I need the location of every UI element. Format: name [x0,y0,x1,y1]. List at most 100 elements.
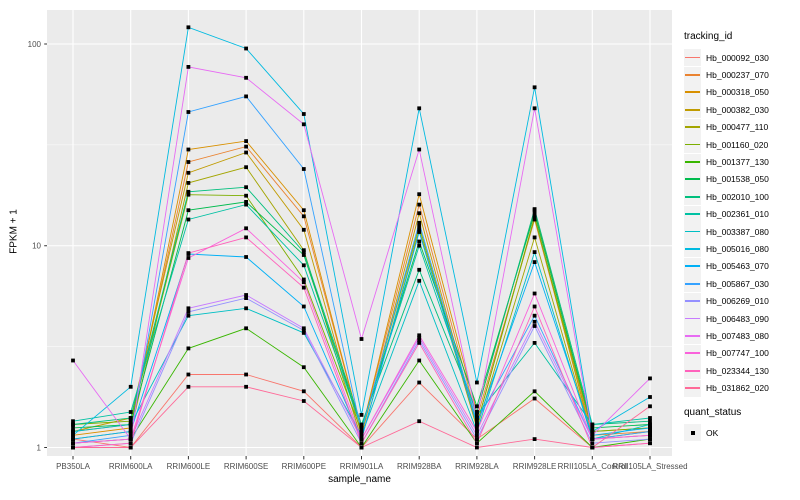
legend-key-box [684,101,701,119]
data-point-marker [301,122,306,127]
data-point-marker [244,165,248,170]
legend-key-line-icon [685,230,700,233]
legend-entry-label: Hb_007747_100 [706,348,769,359]
data-point-marker [186,25,191,30]
data-point-marker [417,341,422,345]
legend-entry: Hb_000092_030 [684,49,799,67]
data-point-marker [128,410,133,414]
legend-entry-label: Hb_006483_090 [706,313,769,324]
data-point-marker [301,365,306,370]
data-point-marker [244,139,248,143]
data-point-marker [71,433,75,438]
data-point-marker [590,437,595,441]
data-point-marker [475,416,479,420]
data-point-marker [244,326,248,331]
legend-panel: tracking_id Hb_000092_030 Hb_000237_070 Hb… [684,31,799,441]
legend-key-box [684,292,701,310]
legend-entry: Hb_023344_130 [684,362,799,380]
legend-key-line-icon [685,91,700,94]
data-point-marker [128,422,133,427]
data-point-marker [71,437,75,441]
legend-entry: Hb_002361_010 [684,205,799,223]
legend-key-box [684,188,701,206]
data-point-marker [648,395,652,399]
data-point-marker [301,277,306,282]
legend-entry-label: Hb_005867_030 [706,278,769,289]
data-point-marker [128,429,133,434]
data-point-marker [186,192,191,197]
data-point-marker [301,167,306,171]
data-point-marker [590,441,595,446]
data-point-marker [359,422,364,427]
legend-entry-label: Hb_001377_130 [706,157,769,168]
data-point-marker [301,389,306,394]
data-point-marker [532,313,537,318]
data-point-marker [244,235,248,240]
legend-key-line-icon [685,265,700,268]
data-point-marker [186,310,191,314]
data-point-marker [186,170,191,175]
data-point-marker [128,426,133,430]
data-point-marker [417,202,422,207]
data-point-marker [359,337,364,341]
data-point-marker [244,255,248,259]
data-points [71,25,652,450]
x-tick-label: RRIM901LA [340,462,384,471]
legend-key-box [684,257,701,275]
data-point-marker [532,291,537,296]
legend-entry-label: Hb_000237_070 [706,70,769,81]
x-tick-label: RRIM600PE [282,462,326,471]
legend-entry-label: Hb_000382_030 [706,104,769,115]
data-point-marker [359,429,364,434]
data-point-marker [532,235,537,240]
data-point-marker [417,224,422,229]
x-tick-label: RRII105LA_Stressed [612,462,687,471]
data-point-marker [244,144,248,149]
data-point-marker [648,404,652,409]
data-point-marker [648,419,652,424]
x-tick-label: RRIM928LE [513,462,557,471]
data-point-marker [301,326,306,331]
data-point-marker [590,422,595,427]
data-point-marker [244,193,248,198]
y-tick-label: 100 [28,40,42,49]
data-point-marker [186,372,191,377]
data-point-marker [71,422,75,427]
legend-entry: Hb_001377_130 [684,153,799,171]
data-point-marker [532,106,537,111]
legend-entry-label: Hb_000318_050 [706,87,769,98]
legend-entry: Hb_005463_070 [684,257,799,275]
data-point-marker [648,426,652,430]
data-point-marker [186,384,191,389]
legend-key-box [684,223,701,241]
x-tick-label: RRII105LA_Control [558,462,628,471]
data-point-marker [417,192,422,197]
data-point-marker [532,341,537,345]
data-point-marker [359,441,364,446]
legend-entry-label: Hb_000092_030 [706,52,769,63]
data-point-marker [301,227,306,232]
data-point-marker [417,333,422,338]
legend-key-line-icon [685,195,700,198]
y-tick-label: 10 [32,242,41,251]
data-point-marker [417,338,422,343]
data-point-marker [301,208,306,213]
data-point-marker [417,358,422,363]
data-point-marker [128,441,133,446]
data-point-marker [244,296,248,300]
data-point-marker [532,324,537,328]
legend-entry: Hb_005867_030 [684,275,799,293]
black-square-point-icon [690,430,695,435]
legend-title-tracking-id: tracking_id [684,31,733,42]
data-point-marker [648,429,652,434]
legend-key-box [684,344,701,362]
data-point-marker [71,429,75,434]
x-tick-label: RRIM600SE [224,462,268,471]
data-point-marker [244,46,248,51]
data-point-marker [475,445,479,450]
data-point-marker [417,419,422,424]
data-point-marker [301,399,306,403]
x-tick-label: RRIM600LA [109,462,153,471]
data-point-marker [417,211,422,216]
legend-entry: Hb_005016_080 [684,240,799,258]
